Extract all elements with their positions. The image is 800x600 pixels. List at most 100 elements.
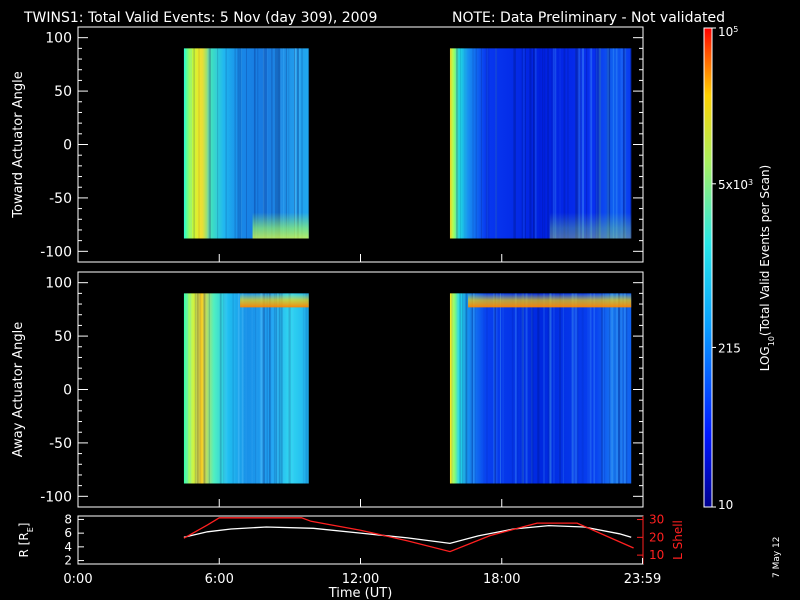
heatmap-streak: [264, 48, 266, 239]
heatmap-streak: [254, 48, 256, 239]
heatmap-streak: [183, 48, 185, 239]
heatmap-streak: [475, 48, 477, 239]
heatmap-streak: [232, 293, 234, 484]
heatmap-streak: [524, 48, 526, 239]
data-block-2: [449, 48, 632, 239]
heatmap-streak: [457, 293, 460, 484]
y-tick-label: -100: [40, 244, 72, 260]
heatmap-streak: [308, 48, 310, 239]
heatmap-cells: [183, 48, 309, 239]
heatmap-streak: [609, 48, 611, 239]
figure-title: TWINS1: Total Valid Events: 5 Nov (day 3…: [23, 10, 377, 26]
heatmap-streak: [450, 48, 452, 239]
heatmap-streak: [456, 293, 459, 484]
heatmap-streak: [217, 48, 219, 239]
heatmap-streak: [459, 48, 461, 239]
heatmap-streak: [586, 48, 588, 239]
heatmap-streak: [624, 48, 627, 239]
heatmap-streak: [474, 293, 476, 484]
l-shell-line: [183, 517, 634, 553]
heatmap-streak: [263, 48, 265, 239]
heatmap-streak: [190, 48, 193, 239]
heatmap-streak: [587, 293, 589, 484]
heatmap-streak: [289, 293, 291, 484]
radius-line: [183, 524, 632, 545]
heatmap-streak: [567, 48, 569, 239]
heatmap-streak: [571, 293, 574, 484]
heatmap-streak: [472, 48, 474, 239]
heatmap-streak: [239, 48, 242, 239]
heatmap-streak: [277, 48, 279, 239]
colorbar-tick-label: 215: [718, 341, 741, 355]
heatmap-streak: [522, 293, 524, 484]
heatmap-streak: [577, 48, 579, 239]
heatmap-streak: [283, 48, 284, 239]
heatmap-streak: [464, 48, 466, 239]
heatmap-streak: [562, 293, 564, 484]
heatmap-streak: [537, 293, 539, 484]
heatmap-streak: [288, 48, 290, 239]
heatmap-streak: [620, 293, 621, 484]
heatmap-streak: [525, 293, 528, 484]
high-count-band: [549, 212, 632, 239]
heatmap-streak: [595, 48, 598, 239]
heatmap-streak: [299, 48, 300, 239]
heatmap-streak: [462, 293, 464, 484]
heatmap-streak: [189, 293, 192, 484]
heatmap-streak: [549, 293, 552, 484]
heatmap-streak: [533, 48, 535, 239]
heatmap-streak: [271, 48, 273, 239]
heatmap-streak: [306, 293, 308, 484]
heatmap-cells: [449, 293, 632, 484]
heatmap-streak: [530, 293, 532, 484]
heatmap-streak: [294, 48, 296, 239]
colorbar-tick-label: 105: [718, 25, 738, 40]
heatmap-streak: [203, 293, 205, 484]
heatmap-streak: [487, 48, 490, 239]
heatmap-streak: [194, 293, 197, 484]
heatmap-streak: [575, 48, 577, 239]
heatmap-streak: [198, 293, 200, 484]
heatmap-streak: [291, 293, 294, 484]
heatmap-streak: [563, 48, 566, 239]
heatmap-streak: [458, 48, 460, 239]
radius-axis-label: R [RE]: [17, 523, 35, 558]
heatmap-streak: [261, 293, 264, 484]
heatmap-streak: [630, 48, 632, 239]
heatmap-streak: [187, 293, 189, 484]
y-tick-label: 0: [63, 383, 72, 399]
heatmap-streak: [494, 293, 496, 484]
l-shell-axis-label: L Shell: [671, 520, 685, 560]
heatmap-streak: [259, 293, 262, 484]
heatmap-streak: [514, 48, 516, 239]
heatmap-streak: [280, 293, 283, 484]
heatmap-streak: [196, 293, 198, 484]
heatmap-streak: [602, 293, 604, 484]
heatmap-streak: [514, 48, 516, 239]
right-y-tick-label: 20: [649, 530, 664, 544]
y-axis-label: Away Actuator Angle: [11, 322, 26, 457]
heatmap-streak: [521, 48, 524, 239]
heatmap-streak: [256, 293, 258, 484]
heatmap-streak: [630, 48, 632, 239]
heatmap-streak: [524, 48, 526, 239]
heatmap-streak: [600, 293, 603, 484]
heatmap-cells: [183, 293, 309, 484]
heatmap-streak: [530, 293, 533, 484]
heatmap-streak: [589, 48, 592, 239]
heatmap-streak: [608, 293, 610, 484]
heatmap-streak: [496, 293, 498, 484]
heatmap-streak: [521, 293, 524, 484]
colorbar: 105 5x103 215 10 LOG10(Total Valid Events pe…: [703, 25, 776, 512]
heatmap-streak: [266, 293, 268, 484]
heatmap-streak: [471, 293, 473, 484]
heatmap-streak: [621, 293, 623, 484]
high-count-band: [240, 293, 309, 308]
heatmap-streak: [593, 293, 596, 484]
heatmap-streak: [521, 48, 523, 239]
heatmap-streak: [466, 293, 467, 484]
heatmap-streak: [550, 48, 553, 239]
heatmap-streak: [486, 48, 488, 239]
heatmap-streak: [278, 48, 280, 239]
